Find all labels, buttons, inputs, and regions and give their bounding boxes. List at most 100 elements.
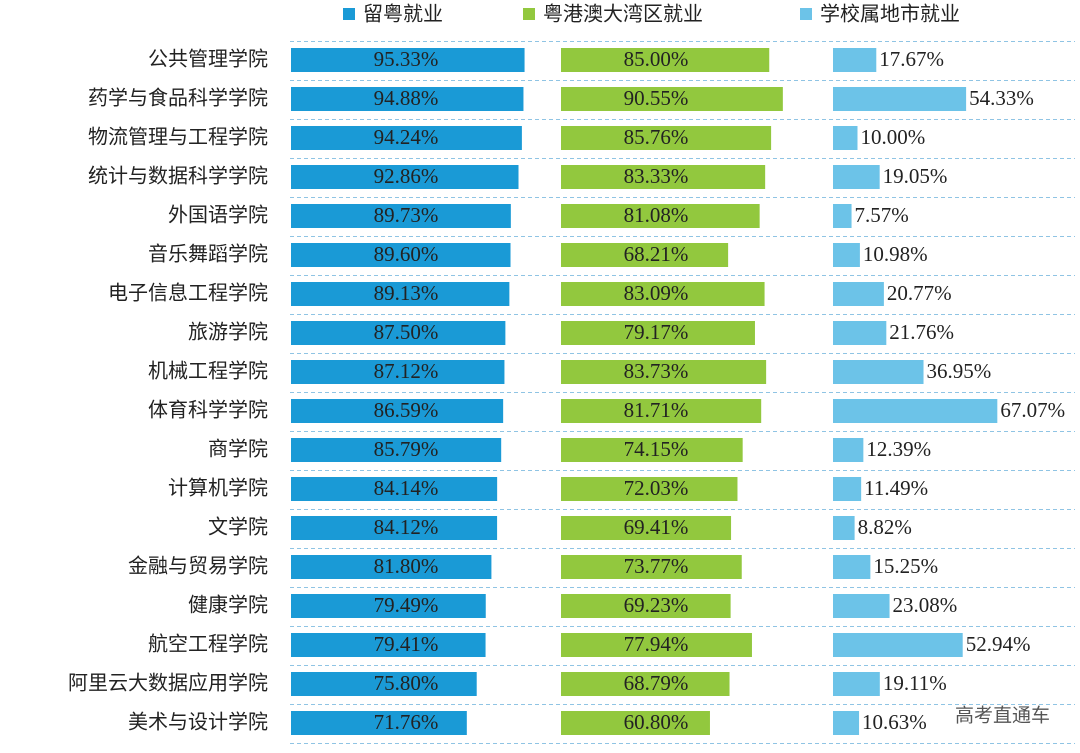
value-label: 75.80%	[374, 671, 439, 695]
category-label: 商学院	[208, 437, 268, 461]
category-label: 音乐舞蹈学院	[148, 242, 268, 266]
category-label: 机械工程学院	[148, 359, 268, 383]
value-label: 79.41%	[374, 632, 439, 656]
bar	[833, 87, 967, 111]
bar	[291, 243, 511, 267]
bar	[561, 87, 783, 111]
value-label: 79.17%	[624, 320, 689, 344]
bar	[833, 126, 858, 150]
value-label: 79.49%	[374, 593, 439, 617]
bar	[833, 399, 998, 423]
value-label: 10.98%	[863, 242, 928, 266]
bar	[291, 165, 519, 189]
category-label: 外国语学院	[168, 203, 268, 227]
bar	[561, 126, 772, 150]
value-label: 87.12%	[374, 359, 439, 383]
bar	[561, 48, 770, 72]
value-label: 86.59%	[374, 398, 439, 422]
bar	[561, 399, 762, 423]
bar	[561, 594, 731, 618]
value-label: 81.80%	[374, 554, 439, 578]
bar	[561, 321, 755, 345]
bar	[291, 399, 504, 423]
value-label: 94.24%	[374, 125, 439, 149]
value-label: 71.76%	[374, 710, 439, 734]
value-label: 15.25%	[873, 554, 938, 578]
bar	[291, 87, 524, 111]
category-label: 健康学院	[188, 593, 268, 617]
bar	[561, 204, 760, 228]
value-label: 19.11%	[883, 671, 947, 695]
category-label: 物流管理与工程学院	[88, 125, 268, 149]
value-label: 23.08%	[893, 593, 958, 617]
category-label: 药学与食品科学学院	[88, 86, 268, 110]
bar	[291, 438, 502, 462]
bar	[833, 165, 880, 189]
bar	[561, 516, 732, 540]
value-label: 68.21%	[624, 242, 689, 266]
bar	[561, 282, 765, 306]
category-label: 旅游学院	[188, 320, 268, 344]
value-label: 94.88%	[374, 86, 439, 110]
legend-label: 粤港澳大湾区就业	[543, 2, 703, 26]
value-label: 90.55%	[624, 86, 689, 110]
value-label: 52.94%	[966, 632, 1031, 656]
category-label: 体育科学学院	[148, 398, 268, 422]
bar	[561, 243, 729, 267]
bar	[833, 204, 852, 228]
value-label: 12.39%	[866, 437, 931, 461]
value-label: 60.80%	[624, 710, 689, 734]
bar	[833, 516, 855, 540]
bar	[561, 633, 752, 657]
value-label: 74.15%	[624, 437, 689, 461]
category-label: 文学院	[208, 515, 268, 539]
value-label: 72.03%	[624, 476, 689, 500]
bar	[291, 282, 510, 306]
category-label: 统计与数据科学学院	[88, 164, 268, 188]
bar	[561, 672, 730, 696]
value-label: 67.07%	[1000, 398, 1065, 422]
value-label: 21.76%	[889, 320, 954, 344]
value-label: 77.94%	[624, 632, 689, 656]
value-label: 69.41%	[624, 515, 689, 539]
watermark: 高考直通车	[955, 705, 1050, 727]
bar	[291, 555, 492, 579]
value-label: 54.33%	[969, 86, 1034, 110]
bar	[561, 477, 738, 501]
value-label: 19.05%	[883, 164, 948, 188]
value-label: 83.09%	[624, 281, 689, 305]
bar	[833, 555, 871, 579]
category-label: 电子信息工程学院	[108, 281, 268, 305]
value-label: 89.13%	[374, 281, 439, 305]
value-label: 7.57%	[855, 203, 909, 227]
bar	[291, 204, 511, 228]
category-label: 航空工程学院	[148, 632, 268, 656]
bar	[833, 321, 887, 345]
bar	[561, 438, 743, 462]
bar	[291, 633, 486, 657]
bar	[833, 48, 877, 72]
value-label: 85.79%	[374, 437, 439, 461]
value-label: 68.79%	[624, 671, 689, 695]
bar	[291, 516, 498, 540]
bar	[291, 126, 522, 150]
value-label: 81.08%	[624, 203, 689, 227]
value-label: 85.00%	[624, 47, 689, 71]
bar	[291, 672, 477, 696]
value-label: 11.49%	[864, 476, 928, 500]
bar	[291, 321, 506, 345]
bar	[833, 594, 890, 618]
bar	[561, 555, 742, 579]
value-label: 69.23%	[624, 593, 689, 617]
value-label: 36.95%	[927, 359, 992, 383]
category-label: 计算机学院	[168, 476, 268, 500]
bar	[833, 438, 864, 462]
value-label: 83.73%	[624, 359, 689, 383]
bar	[833, 477, 862, 501]
bar	[291, 477, 498, 501]
value-label: 73.77%	[624, 554, 689, 578]
bar	[833, 243, 860, 267]
bar	[833, 282, 884, 306]
category-label: 金融与贸易学院	[128, 554, 268, 578]
